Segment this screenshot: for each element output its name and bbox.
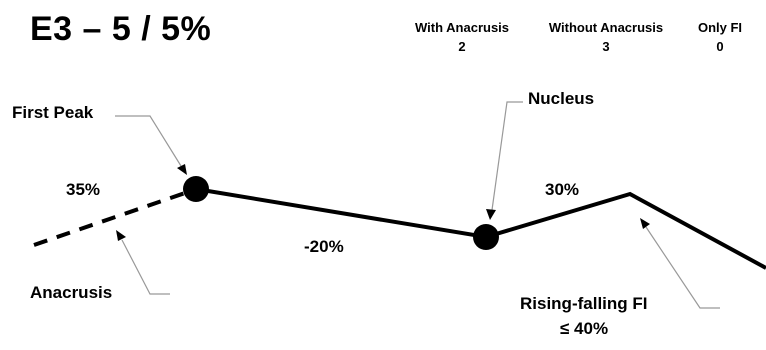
anacrusis-arrowhead (116, 230, 126, 241)
stat-value: 2 (458, 39, 466, 54)
rising-falling-arrowhead (640, 218, 650, 229)
nucleus-callout (491, 101, 523, 211)
anacrusis-dashed-line (33, 191, 186, 247)
diagram-title: E3 – 5 / 5% (30, 10, 212, 48)
nucleus-rise-percentage: 30% (545, 180, 580, 199)
first-peak-arrowhead (177, 164, 187, 175)
nucleus-arrowhead (486, 209, 496, 220)
first-peak-dot (183, 176, 209, 202)
stat-with-anacrusis: With Anacrusis 2 (402, 18, 522, 56)
first-peak-callout (115, 115, 182, 167)
stat-label: Only FI (697, 20, 743, 35)
stat-label: Without Anacrusis (548, 20, 664, 35)
stat-label: With Anacrusis (414, 20, 510, 35)
contour-line (195, 187, 766, 270)
stat-only-fi: Only FI 0 (690, 18, 750, 56)
anacrusis-label: Anacrusis (30, 283, 113, 302)
nucleus-label: Nucleus (528, 89, 595, 108)
first-peak-label: First Peak (12, 103, 94, 122)
peak-to-nucleus-percentage: -20% (304, 237, 344, 256)
stat-value: 0 (716, 39, 724, 54)
rising-falling-callout (645, 226, 720, 309)
stat-without-anacrusis: Without Anacrusis 3 (535, 18, 677, 56)
rising-falling-limit-label: ≤ 40% (560, 319, 609, 338)
rising-falling-label: Rising-falling FI (520, 294, 648, 313)
nucleus-dot (473, 224, 499, 250)
anacrusis-callout (121, 239, 170, 295)
stat-value: 3 (602, 39, 610, 54)
anacrusis-rise-percentage: 35% (66, 180, 101, 199)
